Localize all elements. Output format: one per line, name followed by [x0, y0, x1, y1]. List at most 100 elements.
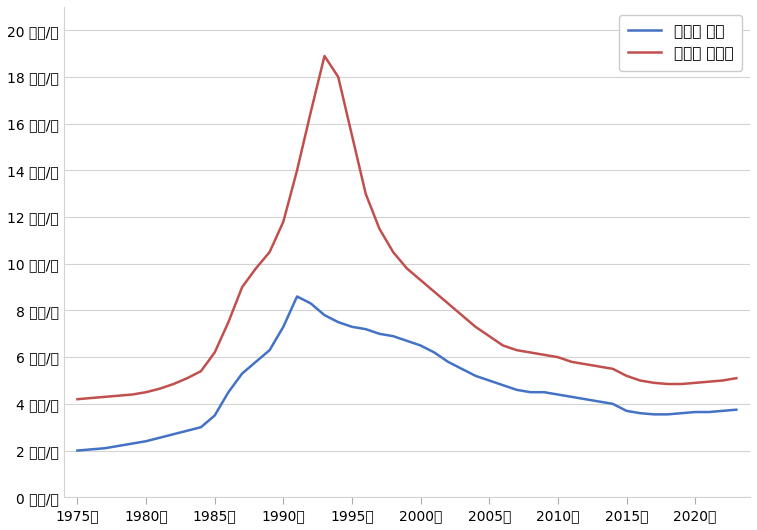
富山県 全用途 — [307, 109, 316, 115]
富山県 全用途 — [361, 191, 370, 197]
富山県 全用途 — [402, 265, 411, 271]
富山県 全用途 — [484, 333, 494, 339]
富山県 住宅 — [251, 359, 260, 365]
富山県 全用途 — [265, 249, 274, 255]
富山県 全用途 — [636, 377, 645, 384]
富山県 全用途 — [101, 394, 110, 400]
富山県 全用途 — [540, 351, 549, 358]
富山県 全用途 — [471, 324, 480, 330]
富山県 住宅 — [553, 391, 562, 398]
富山県 全用途 — [526, 349, 535, 356]
富山県 全用途 — [251, 265, 260, 271]
富山県 住宅 — [732, 407, 741, 413]
富山県 全用途 — [210, 349, 220, 356]
富山県 住宅 — [594, 399, 603, 405]
富山県 住宅 — [210, 412, 220, 419]
富山県 住宅 — [142, 438, 151, 444]
富山県 住宅 — [430, 349, 439, 356]
富山県 全用途 — [238, 284, 247, 290]
富山県 全用途 — [292, 167, 301, 173]
富山県 全用途 — [347, 132, 357, 138]
富山県 住宅 — [650, 411, 659, 418]
富山県 全用途 — [594, 364, 603, 370]
富山県 住宅 — [196, 424, 205, 430]
富山県 住宅 — [114, 443, 123, 449]
富山県 全用途 — [444, 301, 453, 307]
富山県 全用途 — [114, 393, 123, 399]
富山県 全用途 — [334, 74, 343, 80]
富山県 住宅 — [512, 387, 522, 393]
富山県 全用途 — [512, 347, 522, 354]
富山県 住宅 — [320, 312, 329, 319]
富山県 住宅 — [690, 409, 699, 415]
富山県 全用途 — [553, 354, 562, 360]
富山県 全用途 — [128, 391, 137, 398]
富山県 住宅 — [704, 409, 713, 415]
富山県 全用途 — [182, 375, 192, 382]
富山県 住宅 — [677, 410, 686, 417]
富山県 住宅 — [361, 326, 370, 332]
富山県 全用途 — [498, 342, 507, 349]
富山県 住宅 — [86, 446, 95, 453]
富山県 全用途 — [142, 389, 151, 395]
富山県 全用途 — [169, 381, 178, 387]
富山県 住宅 — [375, 331, 384, 337]
富山県 住宅 — [457, 366, 466, 372]
富山県 全用途 — [608, 366, 617, 372]
Line: 富山県 住宅: 富山県 住宅 — [77, 296, 737, 450]
富山県 全用途 — [581, 361, 590, 367]
富山県 住宅 — [416, 342, 425, 349]
富山県 住宅 — [73, 447, 82, 454]
富山県 全用途 — [567, 359, 576, 365]
富山県 住宅 — [292, 293, 301, 299]
富山県 住宅 — [388, 333, 397, 339]
富山県 住宅 — [182, 428, 192, 434]
富山県 全用途 — [690, 379, 699, 386]
富山県 住宅 — [608, 401, 617, 407]
富山県 住宅 — [265, 347, 274, 354]
富山県 全用途 — [388, 249, 397, 255]
Legend: 富山県 住宅, 富山県 全用途: 富山県 住宅, 富山県 全用途 — [618, 15, 743, 70]
富山県 住宅 — [540, 389, 549, 395]
富山県 全用途 — [718, 377, 727, 384]
富山県 全用途 — [650, 379, 659, 386]
富山県 住宅 — [307, 301, 316, 307]
富山県 住宅 — [718, 408, 727, 414]
富山県 住宅 — [238, 370, 247, 377]
富山県 全用途 — [320, 53, 329, 59]
富山県 全用途 — [677, 381, 686, 387]
富山県 全用途 — [430, 289, 439, 295]
富山県 全用途 — [663, 381, 672, 387]
富山県 全用途 — [457, 312, 466, 319]
富山県 全用途 — [224, 319, 233, 325]
富山県 住宅 — [636, 410, 645, 417]
富山県 全用途 — [73, 396, 82, 402]
富山県 全用途 — [155, 385, 164, 392]
富山県 全用途 — [375, 226, 384, 232]
富山県 住宅 — [155, 435, 164, 441]
富山県 全用途 — [622, 373, 631, 379]
富山県 住宅 — [526, 389, 535, 395]
Line: 富山県 全用途: 富山県 全用途 — [77, 56, 737, 399]
富山県 住宅 — [663, 411, 672, 418]
富山県 住宅 — [347, 324, 357, 330]
富山県 住宅 — [567, 394, 576, 400]
富山県 住宅 — [101, 445, 110, 452]
富山県 住宅 — [169, 431, 178, 437]
富山県 全用途 — [86, 395, 95, 401]
富山県 住宅 — [224, 389, 233, 395]
富山県 住宅 — [279, 324, 288, 330]
富山県 全用途 — [732, 375, 741, 382]
富山県 住宅 — [471, 373, 480, 379]
富山県 全用途 — [416, 277, 425, 284]
富山県 住宅 — [334, 319, 343, 325]
富山県 全用途 — [704, 378, 713, 385]
富山県 住宅 — [622, 408, 631, 414]
富山県 全用途 — [196, 368, 205, 374]
富山県 住宅 — [444, 359, 453, 365]
富山県 住宅 — [581, 396, 590, 402]
富山県 住宅 — [498, 382, 507, 388]
富山県 住宅 — [128, 440, 137, 447]
富山県 全用途 — [279, 218, 288, 225]
富山県 住宅 — [402, 338, 411, 344]
